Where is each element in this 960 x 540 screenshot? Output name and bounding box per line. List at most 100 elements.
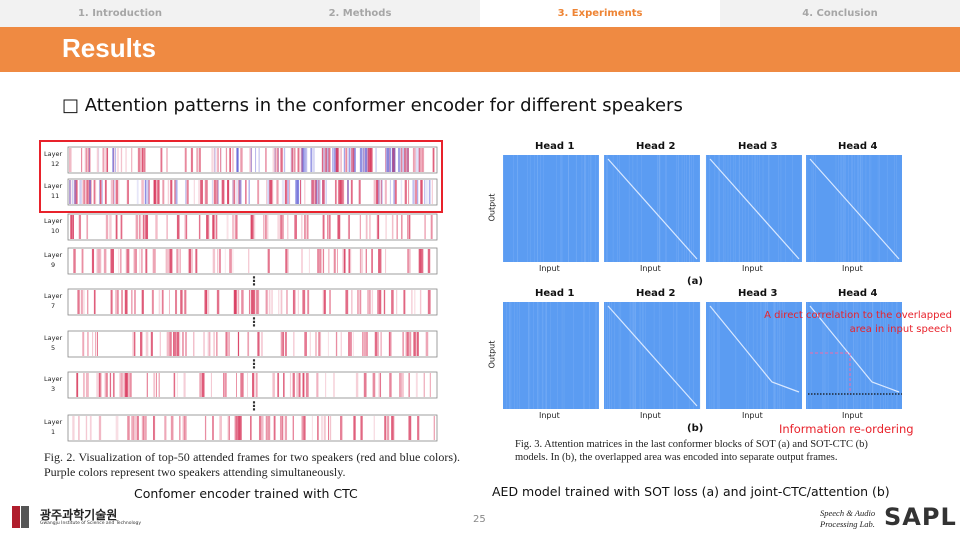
stripe [184,215,186,239]
stripe [375,148,377,172]
stripe [304,215,306,239]
attention-bar [67,146,438,174]
stripe [239,416,242,440]
stripe [224,373,227,397]
stripe [139,215,141,239]
institute: 광주과학기술원 [40,508,118,522]
stripe [153,373,155,397]
stripe [291,148,294,172]
stripe [169,249,171,273]
stripe [112,373,115,397]
stripe [96,249,99,273]
stripe [102,148,105,172]
stripe [133,416,136,440]
stripe [125,249,127,273]
institute-en: Gwangju Institute of Science and Technol… [40,521,142,526]
stripe [384,416,385,440]
stripe [272,373,275,397]
stripe [118,180,120,204]
stripe [223,373,225,397]
stripe [325,180,327,204]
nav-tab: 2. Methods [240,0,480,27]
stripe [369,215,371,239]
layer-number: 1 [51,428,56,436]
stripe [317,416,319,440]
stripe [216,148,219,172]
stripe [199,148,201,172]
stripe [73,249,76,273]
stripe [383,290,386,314]
stripe [255,148,257,172]
stripe [265,215,269,239]
stripe [70,215,72,239]
stripe [396,215,398,239]
panel-tag: (b) [687,423,704,434]
stripe [145,416,147,440]
stripe [258,332,260,356]
stripe [418,148,420,172]
nav-tab: 4. Conclusion [720,0,960,27]
stripe [109,215,112,239]
layer-label: Layer [44,418,63,426]
stripe [98,416,102,440]
stripe [105,215,109,239]
stripe [263,215,265,239]
stripe [175,332,176,356]
stripe [121,290,123,314]
axis-label: Input [742,411,763,420]
stripe [139,249,141,273]
stripe [337,148,340,172]
stripe [328,215,331,239]
stripe [86,215,89,239]
subtitle: Confomer encoder trained with CTC [134,486,358,501]
stripe [87,290,89,314]
stripe [166,249,170,273]
stripe [121,373,124,397]
stripe [284,332,287,356]
stripe [184,148,187,172]
stripe [240,148,243,172]
stripe [376,332,379,356]
stripe [412,148,415,172]
stripe [142,180,144,204]
stripe [207,332,210,356]
layer-number: 12 [51,160,60,168]
stripe [234,416,238,440]
stripe [143,148,146,172]
stripe [93,180,96,204]
stripe [140,332,143,356]
stripe [315,332,317,356]
highlight-box [39,140,443,213]
stripe [282,215,284,239]
stripe [212,249,216,273]
stripe [92,332,94,356]
stripe [384,180,387,204]
stripe [359,215,361,239]
stripe [241,290,244,314]
stripe [97,332,98,356]
layer-label: Layer [44,375,63,383]
stripe [352,332,354,356]
stripe [328,215,331,239]
axis-label: Input [640,411,661,420]
stripe [94,180,97,204]
stripe [375,180,378,204]
stripe [232,215,235,239]
stripe [232,249,234,273]
stripe [326,148,329,172]
stripe [401,373,404,397]
stripe [413,148,416,172]
stripe [408,373,410,397]
stripe [328,148,331,172]
stripe [213,215,215,239]
stripe [196,148,198,172]
stripe [147,373,148,397]
stripe [252,290,256,314]
stripe [176,373,178,397]
stripe [379,290,382,314]
stripe [250,215,252,239]
stripe [427,290,431,314]
stripe [300,148,303,172]
stripe [88,180,90,204]
